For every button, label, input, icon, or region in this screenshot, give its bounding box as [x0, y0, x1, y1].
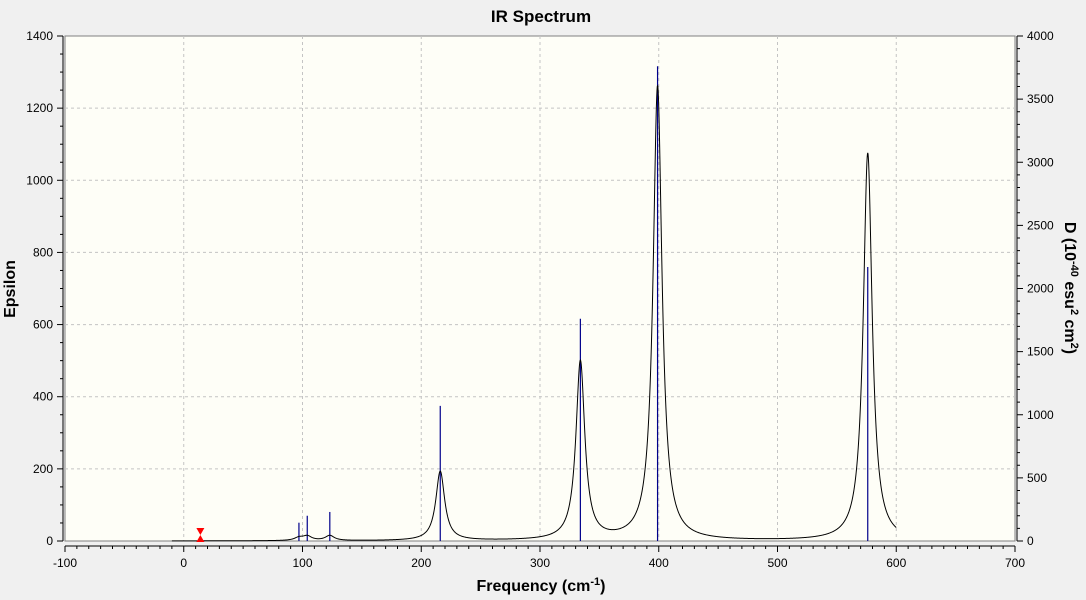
epsilon-curve: [171, 85, 897, 542]
x-tick-label: 0: [180, 556, 187, 570]
y-axis-title: Epsilon: [2, 260, 19, 318]
y2-tick-label: 1500: [1027, 345, 1054, 359]
y-tick-label: 400: [33, 390, 53, 404]
y-tick-label: 200: [33, 462, 53, 476]
y-tick-label: 1000: [26, 173, 53, 187]
chart-title: IR Spectrum: [491, 7, 591, 26]
y-tick-label: 800: [33, 245, 53, 259]
y2-axis-title: D (10-40 esu2 cm2): [1061, 222, 1080, 354]
marker-bottom-triangle[interactable]: [196, 535, 205, 542]
grid-lines: [65, 36, 1015, 541]
y2-tick-label: 4000: [1027, 29, 1054, 43]
y-tick-label: 600: [33, 318, 53, 332]
x-tick-label: 700: [1005, 556, 1025, 570]
axes: -100 0 100 200 300 400 500 600 70002004006008001…: [26, 29, 1054, 570]
y-tick-label: 1400: [26, 29, 53, 43]
dipole-sticks: [298, 66, 869, 541]
x-tick-label: -100: [53, 556, 77, 570]
y2-tick-label: 2000: [1027, 282, 1054, 296]
x-tick-label: 200: [411, 556, 431, 570]
x-axis-title-superscript: -1: [590, 576, 600, 588]
x-axis-title: Frequency (cm-1): [477, 576, 606, 595]
y2-tick-label: 500: [1027, 471, 1047, 485]
y2-tick-label: 2500: [1027, 218, 1054, 232]
y2-tick-label: 3500: [1027, 92, 1054, 106]
x-tick-label: 600: [886, 556, 906, 570]
y-tick-label: 0: [46, 534, 53, 548]
x-tick-label: 400: [649, 556, 669, 570]
y2-tick-label: 3000: [1027, 155, 1054, 169]
x-tick-label: 300: [530, 556, 550, 570]
y-tick-label: 1200: [26, 101, 53, 115]
x-tick-label: 100: [292, 556, 312, 570]
x-tick-label: 500: [767, 556, 787, 570]
y2-tick-label: 1000: [1027, 408, 1054, 422]
frequency-marker[interactable]: [196, 528, 205, 542]
y2-tick-label: 0: [1027, 534, 1034, 548]
marker-top-triangle[interactable]: [196, 528, 205, 535]
